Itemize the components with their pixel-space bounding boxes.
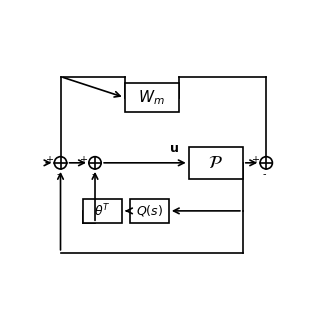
Text: -: - bbox=[91, 169, 95, 179]
Text: $\mathcal{P}$: $\mathcal{P}$ bbox=[208, 154, 223, 172]
Text: $\mathbf{u}$: $\mathbf{u}$ bbox=[169, 142, 179, 156]
Text: $\theta^T$: $\theta^T$ bbox=[94, 203, 111, 219]
Circle shape bbox=[260, 157, 272, 169]
Text: -: - bbox=[262, 169, 266, 179]
Text: +: + bbox=[79, 155, 87, 165]
FancyBboxPatch shape bbox=[124, 83, 179, 112]
Text: $Q(s)$: $Q(s)$ bbox=[136, 204, 163, 218]
FancyBboxPatch shape bbox=[189, 147, 243, 179]
Text: -: - bbox=[57, 169, 60, 179]
Text: $W_m$: $W_m$ bbox=[138, 88, 165, 107]
Circle shape bbox=[89, 157, 101, 169]
FancyBboxPatch shape bbox=[130, 198, 169, 223]
Text: +: + bbox=[45, 155, 53, 165]
Text: +: + bbox=[251, 155, 259, 165]
FancyBboxPatch shape bbox=[83, 198, 122, 223]
Circle shape bbox=[54, 157, 67, 169]
